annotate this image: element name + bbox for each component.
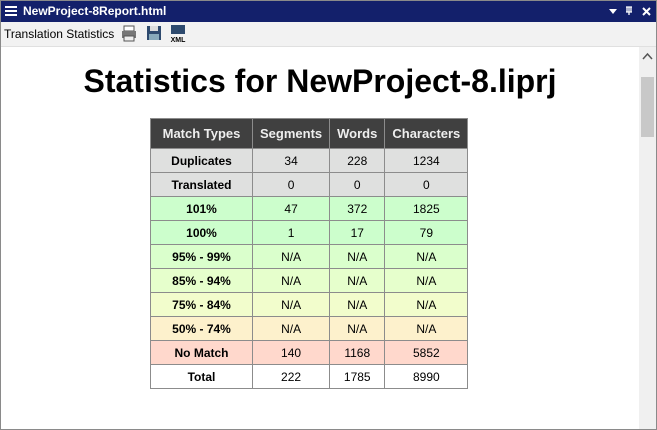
statistics-table: Match Types Segments Words Characters Duplic… [150, 118, 469, 389]
header-cell: Characters [384, 118, 469, 149]
cell: N/A [251, 292, 331, 317]
scroll-up[interactable] [639, 47, 656, 67]
cell: 1168 [329, 340, 386, 365]
header-cell: Match Types [150, 118, 253, 149]
cell: 17 [329, 220, 386, 245]
row-label: Total [150, 364, 253, 389]
cell: 222 [251, 364, 331, 389]
cell: 372 [329, 196, 386, 221]
cell: 34 [251, 148, 331, 173]
table-row: Total 222 1785 8990 [150, 364, 469, 389]
row-label: 101% [150, 196, 253, 221]
close-button[interactable] [642, 7, 651, 16]
window-title: NewProject-8Report.html [23, 4, 167, 18]
cell: N/A [329, 244, 386, 269]
menu-icon[interactable] [5, 6, 19, 18]
scroll-thumb[interactable] [641, 77, 654, 137]
cell: N/A [329, 268, 386, 293]
row-label: 95% - 99% [150, 244, 253, 269]
row-label: 100% [150, 220, 253, 245]
title-bar: NewProject-8Report.html [1, 1, 656, 22]
cell: N/A [329, 316, 386, 341]
dropdown-button[interactable] [609, 9, 617, 14]
cell: 47 [251, 196, 331, 221]
cell: N/A [384, 268, 469, 293]
save-button[interactable] [147, 26, 161, 40]
pin-button[interactable] [626, 6, 632, 15]
table-row: 50% - 74% N/A N/A N/A [150, 316, 469, 341]
cell: N/A [384, 292, 469, 317]
row-label: 50% - 74% [150, 316, 253, 341]
cell: 1785 [329, 364, 386, 389]
toolbar-label: Translation Statistics [4, 27, 115, 41]
header-cell: Segments [251, 118, 331, 149]
xml-label: XML [171, 37, 187, 44]
report-heading: Statistics for NewProject-8.liprj [83, 63, 557, 99]
cell: 0 [251, 172, 331, 197]
row-label: Duplicates [150, 148, 253, 173]
cell: 1825 [384, 196, 469, 221]
print-button[interactable] [122, 25, 136, 42]
cell: N/A [251, 316, 331, 341]
table-row: No Match 140 1168 5852 [150, 340, 469, 365]
cell: 79 [384, 220, 469, 245]
cell: 5852 [384, 340, 469, 365]
scrollbar[interactable] [639, 47, 656, 429]
cell: N/A [384, 316, 469, 341]
toolbar-icons: XML [122, 25, 187, 44]
cell: 1 [251, 220, 331, 245]
table-row: Duplicates 34 228 1234 [150, 148, 469, 173]
cell: 0 [384, 172, 469, 197]
row-label: Translated [150, 172, 253, 197]
xml-button[interactable]: XML [171, 25, 187, 44]
cell: N/A [251, 268, 331, 293]
cell: N/A [251, 244, 331, 269]
table-row: 101% 47 372 1825 [150, 196, 469, 221]
cell: N/A [329, 292, 386, 317]
table-row: 75% - 84% N/A N/A N/A [150, 292, 469, 317]
header-cell: Words [329, 118, 386, 149]
window-controls [609, 6, 651, 16]
toolbar: Translation Statistics XML [1, 22, 656, 47]
row-label: No Match [150, 340, 253, 365]
cell: 1234 [384, 148, 469, 173]
table-row: 100% 1 17 79 [150, 220, 469, 245]
cell: N/A [384, 244, 469, 269]
header-row: Match Types Segments Words Characters [150, 118, 469, 149]
cell: 8990 [384, 364, 469, 389]
table-row: 95% - 99% N/A N/A N/A [150, 244, 469, 269]
row-label: 85% - 94% [150, 268, 253, 293]
table-row: 85% - 94% N/A N/A N/A [150, 268, 469, 293]
cell: 228 [329, 148, 386, 173]
report-content: Statistics for NewProject-8.liprj Match … [1, 47, 639, 429]
cell: 0 [329, 172, 386, 197]
cell: 140 [251, 340, 331, 365]
row-label: 75% - 84% [150, 292, 253, 317]
table-row: Translated 0 0 0 [150, 172, 469, 197]
table-body: Duplicates 34 228 1234 Translated 0 0 0 101% 47 37… [150, 148, 469, 389]
